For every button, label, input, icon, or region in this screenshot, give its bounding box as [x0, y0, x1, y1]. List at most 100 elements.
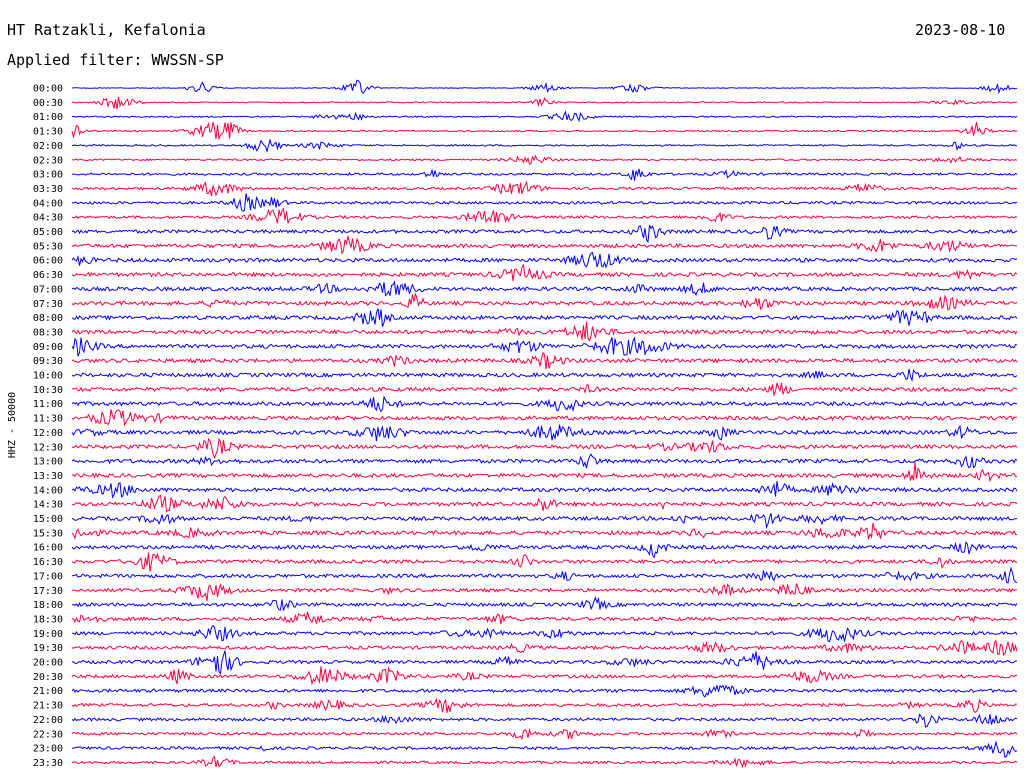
time-label: 02:30 — [33, 155, 63, 166]
trace-line — [71, 79, 1018, 95]
time-label: 10:00 — [33, 371, 63, 382]
trace-line — [71, 263, 1018, 282]
time-label: 20:00 — [33, 658, 63, 669]
trace-line — [71, 308, 1018, 327]
time-label: 14:00 — [33, 485, 63, 496]
trace-line — [71, 582, 1017, 601]
time-label: 19:30 — [33, 643, 63, 654]
time-label: 04:30 — [33, 213, 63, 224]
time-label: 09:00 — [33, 342, 63, 353]
trace-line — [71, 138, 1017, 154]
trace-line — [71, 437, 1018, 460]
time-label: 02:00 — [33, 141, 63, 152]
time-label: 11:30 — [33, 414, 63, 425]
time-label: 16:30 — [33, 557, 63, 568]
time-label: 06:00 — [33, 256, 63, 267]
trace-line — [71, 368, 1018, 382]
trace-line — [71, 336, 1018, 357]
time-label: 21:00 — [33, 686, 63, 697]
trace-line — [71, 713, 1018, 728]
time-label: 06:30 — [33, 270, 63, 281]
trace-line — [71, 280, 1018, 297]
trace-line — [71, 522, 1017, 540]
time-label: 07:30 — [33, 299, 63, 310]
trace-line — [71, 321, 1018, 342]
time-label: 00:30 — [33, 98, 63, 109]
time-label: 18:30 — [33, 614, 63, 625]
time-label: 22:00 — [33, 715, 63, 726]
trace-line — [71, 480, 1018, 499]
trace-line — [71, 697, 1018, 713]
filter-label: Applied filter: WWSSN-SP — [7, 51, 224, 69]
trace-line — [71, 110, 1018, 123]
trace-line — [71, 494, 1018, 513]
date-label: 2023-08-10 — [915, 21, 1006, 39]
time-label: 07:00 — [33, 284, 63, 295]
time-label: 04:00 — [33, 198, 63, 209]
trace-line — [71, 382, 1018, 397]
time-label: 01:00 — [33, 112, 63, 123]
time-label: 23:00 — [33, 744, 63, 755]
time-label: 09:30 — [33, 356, 63, 367]
time-label: 03:00 — [33, 170, 63, 181]
time-label: 17:30 — [33, 586, 63, 597]
time-label: 08:30 — [33, 327, 63, 338]
time-label: 01:30 — [33, 127, 63, 138]
time-label: 12:00 — [33, 428, 63, 439]
trace-line — [71, 727, 1018, 741]
trace-line — [71, 540, 1018, 559]
time-label: 23:30 — [33, 758, 63, 769]
trace-line — [72, 624, 1018, 643]
trace-line — [71, 666, 1018, 686]
trace-line — [71, 409, 1018, 427]
time-label: 05:30 — [33, 241, 63, 252]
trace-line — [72, 611, 1018, 625]
trace-line — [71, 552, 1018, 572]
trace-line — [71, 193, 1018, 212]
station-title: HT Ratzakli, Kefalonia — [7, 21, 206, 39]
trace-line — [71, 453, 1018, 469]
trace-line — [71, 96, 1018, 110]
trace-line — [71, 293, 1018, 311]
trace-line — [71, 235, 1018, 255]
time-label: 17:00 — [33, 571, 63, 582]
time-label: 05:00 — [33, 227, 63, 238]
trace-line — [71, 639, 1018, 656]
trace-line — [71, 395, 1018, 413]
trace-line — [71, 207, 1018, 224]
time-label: 15:00 — [33, 514, 63, 525]
time-label: 10:30 — [33, 385, 63, 396]
trace-line — [71, 424, 1018, 442]
time-label: 20:30 — [33, 672, 63, 683]
trace-line — [71, 684, 1018, 698]
time-label: 19:00 — [33, 629, 63, 640]
trace-line — [71, 650, 1017, 675]
time-label: 21:30 — [33, 701, 63, 712]
trace-line — [71, 251, 1018, 269]
trace-line — [71, 224, 1018, 244]
time-label: 13:30 — [33, 471, 63, 482]
trace-line — [71, 180, 1018, 197]
time-label: 03:30 — [33, 184, 63, 195]
trace-line — [71, 566, 1018, 584]
time-label: 08:00 — [33, 313, 63, 324]
time-label: 12:30 — [33, 442, 63, 453]
time-label: 22:30 — [33, 729, 63, 740]
time-label: 14:30 — [33, 500, 63, 511]
trace-line — [71, 755, 1018, 769]
trace-line — [72, 168, 1018, 181]
trace-line — [71, 513, 1018, 530]
time-label: 18:00 — [33, 600, 63, 611]
channel-label: HHZ - 50000 — [7, 392, 18, 458]
trace-line — [71, 462, 1018, 483]
time-label: 15:30 — [33, 528, 63, 539]
trace-line — [71, 596, 1018, 611]
trace-line — [71, 121, 1018, 140]
time-label: 11:00 — [33, 399, 63, 410]
trace-line — [71, 351, 1018, 370]
time-label: 13:00 — [33, 457, 63, 468]
time-label: 00:00 — [33, 84, 63, 95]
trace-line — [71, 154, 1018, 165]
trace-line — [72, 740, 1018, 758]
